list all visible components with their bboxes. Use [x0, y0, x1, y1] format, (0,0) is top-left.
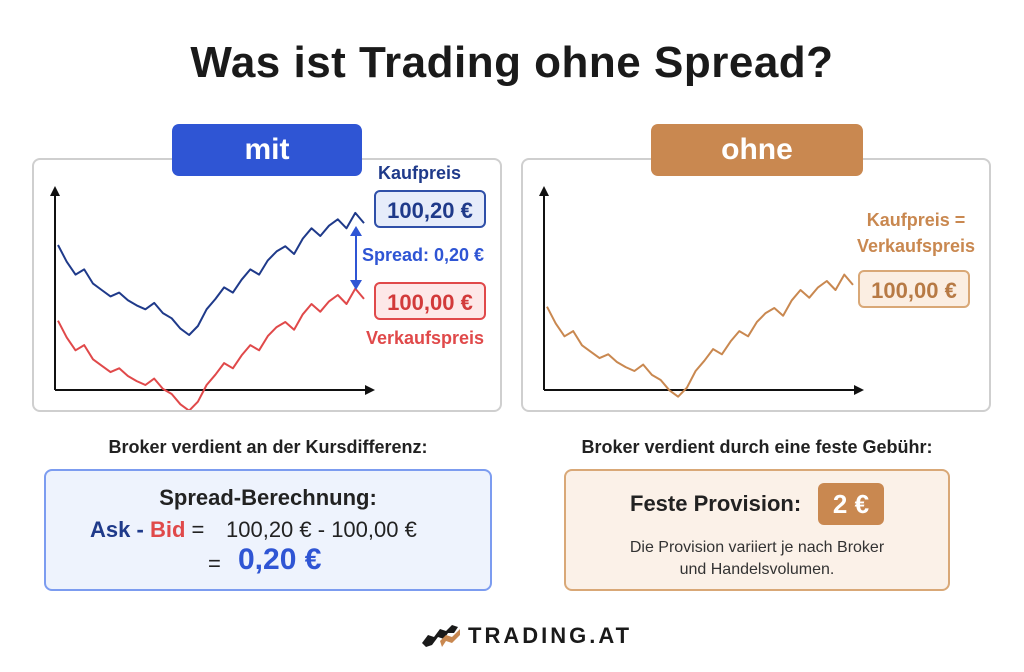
equal-price-label-line1: Kaufpreis = — [866, 210, 966, 230]
spread-arrow-head-down — [350, 280, 362, 290]
spread-calculation-box: Spread-Berechnung: Ask - Bid = 100,20 € … — [44, 469, 492, 591]
without-spread-chart — [539, 186, 864, 398]
logo-text: TRADING.AT — [468, 623, 633, 648]
fixed-fee-box: Feste Provision: 2 € Die Provision varii… — [564, 469, 950, 591]
minus-sign: - — [136, 517, 144, 542]
equals-sign-2: = — [208, 551, 221, 576]
equal-price-label-line2: Verkaufspreis — [856, 236, 976, 256]
sell-price-line — [57, 287, 365, 410]
calc-expression: 100,20 € - 100,00 € — [226, 517, 417, 542]
calc-title: Spread-Berechnung: — [159, 485, 377, 510]
sell-price-label: Verkaufspreis — [366, 328, 485, 348]
fee-value-badge: 2 € — [818, 483, 884, 525]
single-price-line — [546, 273, 854, 398]
x-axis-arrow — [365, 385, 375, 395]
brand-logo[interactable]: TRADING.AT — [420, 620, 632, 652]
without-spread-badge: ohne Spread — [651, 124, 863, 218]
buy-price-line — [57, 211, 365, 336]
sell-price-box: 100,00 € — [374, 282, 486, 320]
fee-label: Feste Provision: — [630, 491, 802, 516]
bid-label: Bid — [149, 517, 186, 542]
with-spread-chart — [50, 186, 375, 410]
right-subheading: Broker verdient durch eine feste Gebühr: — [581, 437, 933, 457]
buy-price-box: 100,20 € — [374, 190, 486, 228]
with-spread-badge: mit Spread — [172, 124, 362, 218]
calc-formula: Ask - Bid = — [90, 517, 204, 543]
buy-price-label: Kaufpreis — [378, 163, 462, 183]
left-subheading: Broker verdient an der Kursdifferenz: — [108, 437, 428, 457]
calc-result: 0,20 € — [238, 543, 322, 576]
y-axis-arrow — [50, 186, 60, 196]
fee-note-line2: und Handelsvolumen. — [679, 561, 835, 578]
bull-logo-icon — [422, 625, 460, 647]
equals-sign-1: = — [191, 517, 205, 542]
ask-label: Ask — [90, 517, 131, 542]
fee-note-line1: Die Provision variiert je nach Broker — [629, 539, 885, 556]
page-title: Was ist Trading ohne Spread? — [190, 38, 834, 87]
spread-label: Spread: 0,20 € — [362, 245, 485, 265]
spread-arrow-head-up — [350, 226, 362, 236]
y-axis-arrow — [539, 186, 549, 196]
equal-price-box: 100,00 € — [858, 270, 970, 308]
x-axis-arrow — [854, 385, 864, 395]
